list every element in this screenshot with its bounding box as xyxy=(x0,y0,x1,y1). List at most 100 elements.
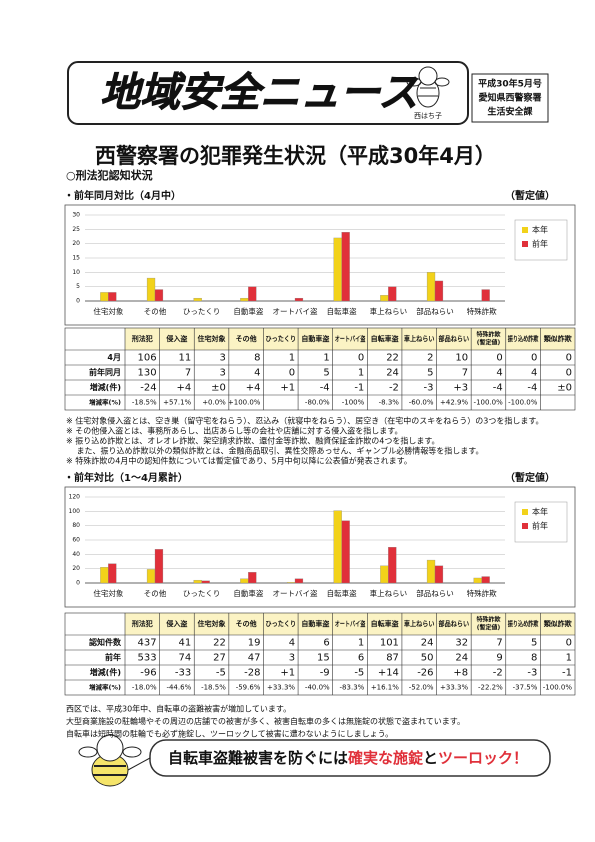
bar xyxy=(146,569,156,584)
note: 自転車は短時間の駐輪でも必ず施錠し、ツーロックして被害に遭わないようにしましょう… xyxy=(66,729,393,739)
bar xyxy=(388,547,397,584)
table-cell: -18.0% xyxy=(132,684,157,692)
row-header: 増減率(%) xyxy=(89,398,121,407)
note: ※ 住宅対象侵入盗とは、空き巣（留守宅をねらう）、忍込み（就寝中をねらう）、居空… xyxy=(66,416,544,426)
y-tick-label: 120 xyxy=(69,494,81,501)
bar xyxy=(248,572,257,584)
table-cell: 101 xyxy=(380,638,399,649)
table-cell: -5 xyxy=(216,668,226,679)
bar xyxy=(240,297,249,302)
y-tick-label: 100 xyxy=(69,508,81,515)
table-cell: 7 xyxy=(496,638,502,649)
table-cell: 3 xyxy=(289,653,295,664)
y-tick-label: 10 xyxy=(72,269,80,276)
section-title: ○刑法犯認知状況 xyxy=(66,168,153,182)
bar xyxy=(146,277,156,302)
table-cell: -52.0% xyxy=(409,684,434,692)
x-tick-label: ひったくり xyxy=(183,589,221,598)
legend-swatch xyxy=(522,227,528,233)
x-tick-label: 自転車盗 xyxy=(327,588,357,598)
column-header: その他 xyxy=(236,334,257,343)
bar xyxy=(286,582,296,584)
table-cell: 437 xyxy=(138,638,157,649)
issue-info: 生活安全課 xyxy=(487,106,533,118)
note: また、振り込め詐欺以外の類似詐欺とは、金融商品取引、異性交際あっせん、ギャンブル… xyxy=(66,446,484,456)
column-header: 車上ねらい xyxy=(404,619,435,628)
legend-box xyxy=(514,501,568,543)
table-cell: +8 xyxy=(453,668,468,679)
issue-info: 愛知県西警察署 xyxy=(478,92,541,104)
table-cell: -60.0% xyxy=(409,399,434,407)
table-cell: 0 xyxy=(566,368,572,379)
x-tick-label: 部品ねらい xyxy=(416,306,454,316)
table-cell: 1 xyxy=(566,653,572,664)
header-frame xyxy=(67,61,469,125)
issue-info: 平成30年5月号 xyxy=(478,78,542,90)
column-header: 刑法犯 xyxy=(132,334,153,343)
column-header: 侵入盗 xyxy=(165,619,187,628)
note: 大型商業施設の駐輪場やその周辺の店舗での被害が多く、被害自転車の多くは無施錠の状… xyxy=(66,716,465,726)
table-cell: -4 xyxy=(527,383,537,394)
legend-label: 本年 xyxy=(532,507,548,517)
row-header: 増減(件) xyxy=(90,382,121,392)
bar xyxy=(481,576,490,584)
table-cell: 3 xyxy=(219,353,225,364)
table-cell: 6 xyxy=(358,653,364,664)
table-cell: +33.3% xyxy=(267,684,295,692)
table-cell: 9 xyxy=(496,653,502,664)
table-cell: -4 xyxy=(320,383,330,394)
bar xyxy=(154,289,164,302)
table-cell: +0.0% xyxy=(202,399,226,407)
legend-swatch xyxy=(522,523,528,529)
banner-part: と xyxy=(423,749,438,767)
table-cell: -28 xyxy=(244,668,260,679)
table-cell: -37.5% xyxy=(513,684,538,692)
x-tick-label: 住宅対象 xyxy=(93,306,123,316)
bar xyxy=(294,578,304,584)
table-cell: 19 xyxy=(248,638,261,649)
column-header: 振り込め詐欺 xyxy=(508,619,539,628)
y-tick-label: 40 xyxy=(72,551,80,558)
chart-frame xyxy=(64,204,576,326)
table-cell: 24 xyxy=(421,638,434,649)
table-cell: +1 xyxy=(280,668,295,679)
column-header: 自転車盗 xyxy=(371,619,399,628)
x-tick-label: 特殊詐欺 xyxy=(467,588,497,598)
table-cell: 8 xyxy=(531,653,537,664)
column-header: ひったくり xyxy=(265,334,296,343)
row-header: 4月 xyxy=(107,353,121,362)
table-cell: -100.0% xyxy=(474,399,504,407)
table-cell: -44.6% xyxy=(166,684,191,692)
bar xyxy=(201,580,210,584)
x-tick-label: 車上ねらい xyxy=(370,588,408,598)
bar xyxy=(193,579,202,584)
table-cell: 87 xyxy=(386,653,399,664)
x-tick-label: 車上ねらい xyxy=(370,306,408,316)
table-cell: 5 xyxy=(531,638,537,649)
column-header: ひったくり xyxy=(265,619,296,628)
table-cell: -80.0% xyxy=(305,399,330,407)
banner-part: ツーロック！ xyxy=(438,749,528,767)
table-cell: -96 xyxy=(140,668,156,679)
table-cell: 106 xyxy=(138,353,157,364)
bar xyxy=(333,237,342,302)
table-cell: 1 xyxy=(358,638,364,649)
table-cell: -59.6% xyxy=(236,684,261,692)
column-header: (暫定値) xyxy=(477,339,501,347)
table-cell: 22 xyxy=(386,353,399,364)
table-header-bg xyxy=(125,328,575,350)
column-header: 類似詐欺 xyxy=(543,334,572,343)
bar xyxy=(108,292,117,302)
table-cell: 0 xyxy=(531,353,537,364)
column-header: (暫定値) xyxy=(477,624,501,632)
table-cell: -4 xyxy=(493,383,503,394)
table-cell: +33.3% xyxy=(440,684,468,692)
table-cell: +4 xyxy=(176,383,191,394)
table-cell: +3 xyxy=(453,383,468,394)
bar xyxy=(426,272,436,302)
table-cell: -18.5% xyxy=(132,399,157,407)
column-header: 刑法犯 xyxy=(132,619,153,628)
main-title: 西警察署の犯罪発生状況（平成30年4月） xyxy=(95,144,496,168)
